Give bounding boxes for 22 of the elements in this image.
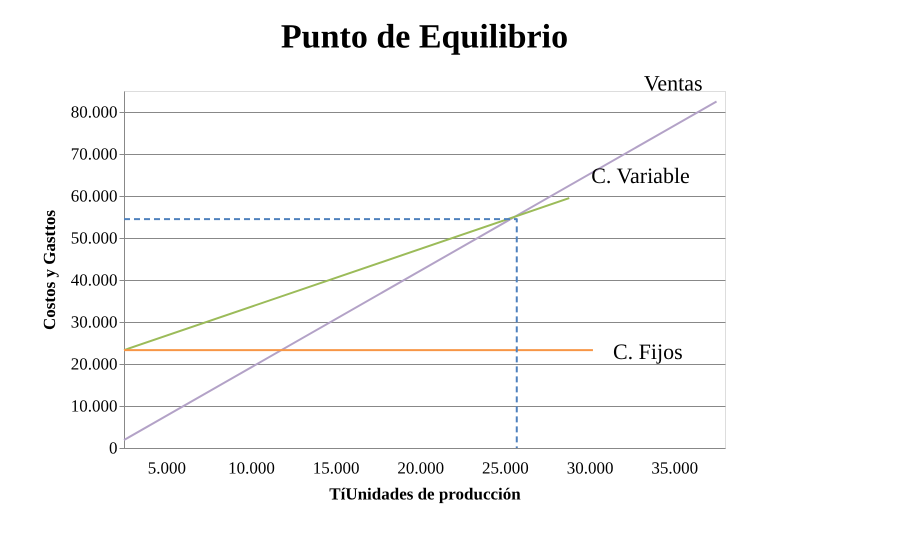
- y-tick-label: 50.000: [70, 228, 118, 248]
- x-tick-label: 30.000: [566, 458, 614, 478]
- series-label: C. Fijos: [612, 339, 683, 364]
- y-tick-label: 10.000: [70, 396, 118, 416]
- x-tick-label: 10.000: [228, 458, 275, 478]
- y-tick-label: 0: [109, 438, 118, 458]
- x-tick-label: 15.000: [312, 458, 360, 478]
- x-tick-label: 5.000: [148, 458, 186, 478]
- y-tick-label: 40.000: [70, 270, 118, 290]
- x-axis-title: TíUnidades de producción: [329, 484, 522, 504]
- series-label: C. Variable: [591, 163, 690, 188]
- y-tick-label: 20.000: [70, 354, 118, 374]
- y-tick-label: 60.000: [70, 186, 118, 206]
- y-tick-label: 70.000: [70, 144, 118, 164]
- x-tick-label: 25.000: [482, 458, 529, 478]
- y-tick-label: 30.000: [70, 312, 118, 332]
- x-tick-label: 20.000: [397, 458, 444, 478]
- y-axis-title: Costos y Gasttos: [40, 210, 59, 330]
- x-tick-label: 35.000: [651, 458, 698, 478]
- y-tick-label: 80.000: [70, 102, 118, 122]
- chart-title: Punto de Equilibrio: [280, 18, 568, 56]
- series-label: Ventas: [644, 70, 703, 96]
